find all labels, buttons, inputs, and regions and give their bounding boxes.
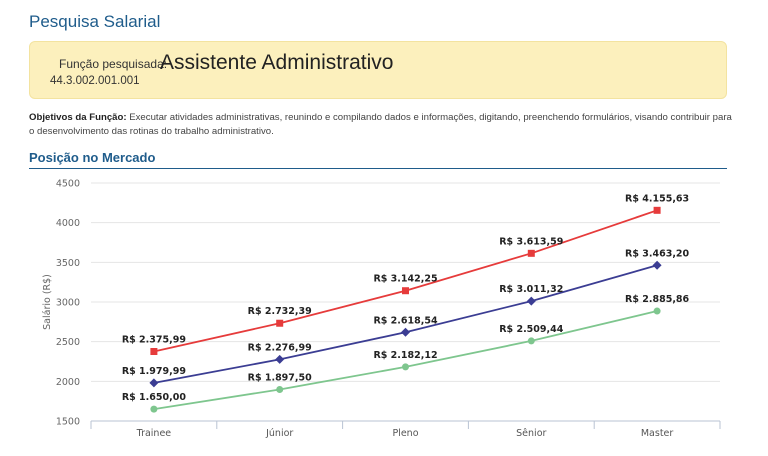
section-divider xyxy=(29,168,727,169)
data-label: R$ 2.375,99 xyxy=(122,335,186,346)
data-label: R$ 1.979,99 xyxy=(122,366,186,377)
data-label: R$ 3.142,25 xyxy=(373,274,437,285)
data-label: R$ 2.618,54 xyxy=(373,315,438,326)
x-tick-label: Sênior xyxy=(516,428,546,439)
data-point-marker xyxy=(150,348,158,356)
y-tick-label: 2500 xyxy=(56,337,80,348)
page-title: Pesquisa Salarial xyxy=(29,12,161,31)
data-label: R$ 2.182,12 xyxy=(373,350,437,361)
data-label: R$ 2.732,39 xyxy=(248,306,312,317)
data-point-marker xyxy=(527,249,535,257)
data-label: R$ 3.613,59 xyxy=(499,236,563,247)
x-tick-label: Master xyxy=(641,428,674,439)
data-point-marker xyxy=(276,319,284,327)
data-point-marker xyxy=(652,260,662,270)
data-point-marker xyxy=(526,296,536,306)
data-point-marker xyxy=(402,363,409,371)
salary-line-chart: 1500 2000 2500 3000 3500 4000 4500 Trainee Júnio… xyxy=(42,179,721,439)
function-label: Função pesquisada: xyxy=(59,57,168,71)
section-title: Posição no Mercado xyxy=(29,150,156,165)
objectives-description: Executar atividades administrativas, reu… xyxy=(29,112,732,137)
data-point-marker xyxy=(653,307,661,315)
x-tick-label: Pleno xyxy=(392,428,418,439)
data-point-marker xyxy=(402,287,409,295)
y-tick-label: 3500 xyxy=(56,258,80,269)
data-label: R$ 3.011,32 xyxy=(499,284,563,295)
data-point-marker xyxy=(527,337,535,345)
data-point-marker xyxy=(276,385,284,393)
data-point-marker xyxy=(653,206,661,214)
objectives-text: Objetivos da Função: Executar atividades… xyxy=(29,111,734,139)
function-title: Assistente Administrativo xyxy=(160,51,394,74)
y-axis-label: Salário (R$) xyxy=(42,274,53,330)
data-label: R$ 2.509,44 xyxy=(499,324,564,335)
data-label: R$ 3.463,20 xyxy=(625,248,690,259)
function-info-box: Função pesquisada: Assistente Administra… xyxy=(29,41,727,99)
data-point-marker xyxy=(150,405,158,413)
data-label: R$ 4.155,63 xyxy=(625,193,689,204)
y-tick-label: 4500 xyxy=(56,179,80,190)
data-point-marker xyxy=(401,327,410,337)
y-tick-label: 1500 xyxy=(56,417,80,428)
data-label: R$ 2.276,99 xyxy=(248,342,312,353)
data-point-marker xyxy=(275,354,285,364)
y-tick-label: 4000 xyxy=(56,218,80,229)
function-code: 44.3.002.001.001 xyxy=(50,75,140,87)
objectives-label: Objetivos da Função: xyxy=(29,112,127,123)
y-tick-label: 3000 xyxy=(56,298,80,309)
y-tick-label: 2000 xyxy=(56,377,80,388)
data-label: R$ 2.885,86 xyxy=(625,294,690,305)
x-tick-label: Trainee xyxy=(136,428,172,439)
data-label: R$ 1.897,50 xyxy=(248,372,313,383)
x-tick-label: Júnior xyxy=(265,428,293,439)
data-point-marker xyxy=(149,378,159,388)
data-label: R$ 1.650,00 xyxy=(122,392,187,403)
